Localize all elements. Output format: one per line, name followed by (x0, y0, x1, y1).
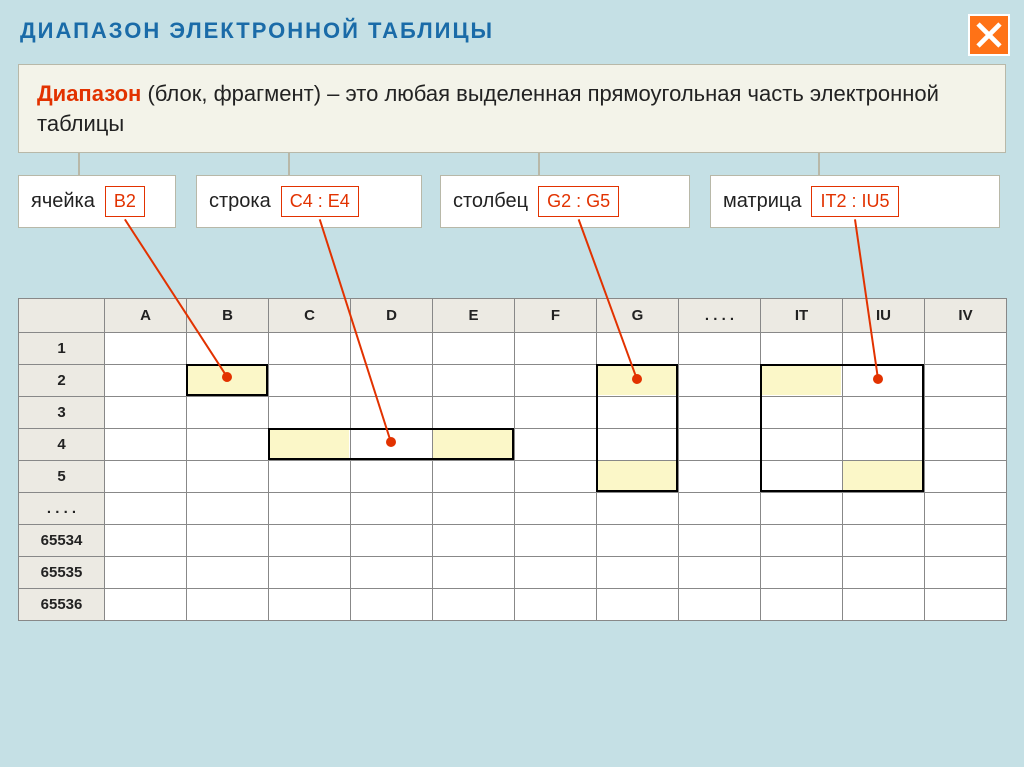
label-col-ref: G2 : G5 (538, 186, 619, 217)
label-card-matrix: матрица IT2 : IU5 (710, 175, 1000, 228)
definition-panel: Диапазон (блок, фрагмент) – это любая вы… (18, 64, 1006, 153)
arrow-dot (222, 372, 232, 382)
page-title: ДИАПАЗОН ЭЛЕКТРОННОЙ ТАБЛИЦЫ (0, 0, 1024, 56)
stub-row (288, 153, 290, 175)
label-card-col: столбец G2 : G5 (440, 175, 690, 228)
label-col-text: столбец (453, 190, 528, 213)
definition-term: Диапазон (37, 81, 141, 106)
arrow-dot (873, 374, 883, 384)
label-cell-ref: B2 (105, 186, 145, 217)
label-card-row: строка C4 : E4 (196, 175, 422, 228)
arrow-dot (632, 374, 642, 384)
label-card-cell: ячейка B2 (18, 175, 176, 228)
close-icon (975, 21, 1003, 49)
close-button[interactable] (968, 14, 1010, 56)
arrow-dot (386, 437, 396, 447)
stub-cell (78, 153, 80, 175)
definition-text: (блок, фрагмент) – это любая выделенная … (37, 81, 939, 136)
label-matrix-text: матрица (723, 190, 801, 213)
spreadsheet-grid: ABCDEFG. . . .ITIUIV12345. . . .65534655… (18, 298, 1006, 621)
stub-col (538, 153, 540, 175)
label-row-text: строка (209, 190, 271, 213)
stub-matrix (818, 153, 820, 175)
label-cell-text: ячейка (31, 190, 95, 213)
labels-row: ячейка B2 строка C4 : E4 столбец G2 : G5… (18, 153, 1006, 243)
label-row-ref: C4 : E4 (281, 186, 359, 217)
label-matrix-ref: IT2 : IU5 (811, 186, 898, 217)
